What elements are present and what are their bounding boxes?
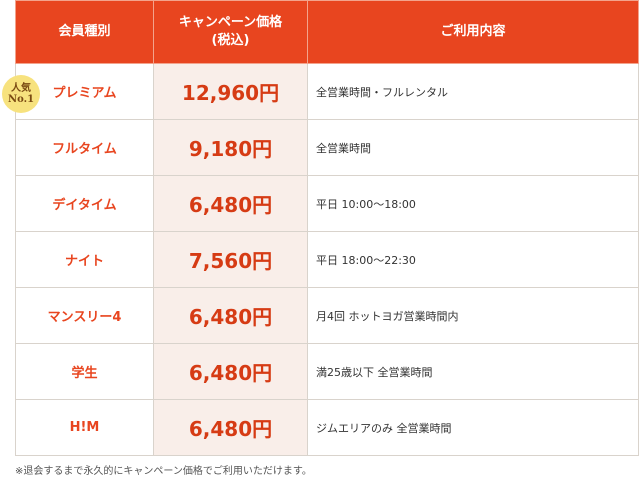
usage-cell: 月4回 ホットヨガ営業時間内 — [307, 287, 639, 344]
membership-type-cell: 学生 — [15, 343, 154, 400]
membership-type-cell: マンスリー4 — [15, 287, 154, 344]
price-cell: 7,560円 — [153, 231, 308, 288]
price-cell: 6,480円 — [153, 399, 308, 456]
badge-line1: 人気 — [11, 83, 31, 94]
usage-cell: ジムエリアのみ 全営業時間 — [307, 399, 639, 456]
badge-line2: No.1 — [7, 94, 35, 105]
price-cell: 6,480円 — [153, 287, 308, 344]
price-cell: 9,180円 — [153, 119, 308, 176]
usage-cell: 全営業時間 — [307, 119, 639, 176]
table-header-row: 会員種別 キャンペーン価格 (税込) ご利用内容 — [15, 0, 639, 64]
table-row: H!M 6,480円 ジムエリアのみ 全営業時間 — [15, 399, 639, 456]
membership-type-cell: フルタイム — [15, 119, 154, 176]
usage-cell: 平日 10:00～18:00 — [307, 175, 639, 232]
table-row: 学生 6,480円 満25歳以下 全営業時間 — [15, 343, 639, 400]
price-cell: 6,480円 — [153, 343, 308, 400]
header-membership-type: 会員種別 — [15, 0, 154, 64]
membership-type-cell: ナイト — [15, 231, 154, 288]
header-campaign-price: キャンペーン価格 (税込) — [153, 0, 308, 64]
usage-cell: 平日 18:00～22:30 — [307, 231, 639, 288]
membership-type-cell: H!M — [15, 399, 154, 456]
usage-cell: 満25歳以下 全営業時間 — [307, 343, 639, 400]
table-row: ナイト 7,560円 平日 18:00～22:30 — [15, 231, 639, 288]
pricing-table: 会員種別 キャンペーン価格 (税込) ご利用内容 人気 No.1 プレミアム 1… — [2, 0, 639, 456]
membership-type-cell: 人気 No.1 プレミアム — [2, 63, 154, 120]
price-cell: 12,960円 — [153, 63, 308, 120]
header-tax-label: (税込) — [211, 33, 250, 48]
header-usage: ご利用内容 — [307, 0, 639, 64]
membership-type-cell: デイタイム — [15, 175, 154, 232]
table-row: マンスリー4 6,480円 月4回 ホットヨガ営業時間内 — [15, 287, 639, 344]
footnote: ※退会するまで永久的にキャンペーン価格でご利用いただけます。 — [15, 466, 312, 477]
membership-type-label: プレミアム — [52, 86, 117, 101]
table-row: 人気 No.1 プレミアム 12,960円 全営業時間・フルレンタル — [2, 63, 639, 120]
table-row: フルタイム 9,180円 全営業時間 — [15, 119, 639, 176]
popular-badge: 人気 No.1 — [2, 75, 40, 113]
usage-cell: 全営業時間・フルレンタル — [307, 63, 639, 120]
table-row: デイタイム 6,480円 平日 10:00～18:00 — [15, 175, 639, 232]
price-cell: 6,480円 — [153, 175, 308, 232]
header-price-label: キャンペーン価格 — [178, 15, 283, 30]
